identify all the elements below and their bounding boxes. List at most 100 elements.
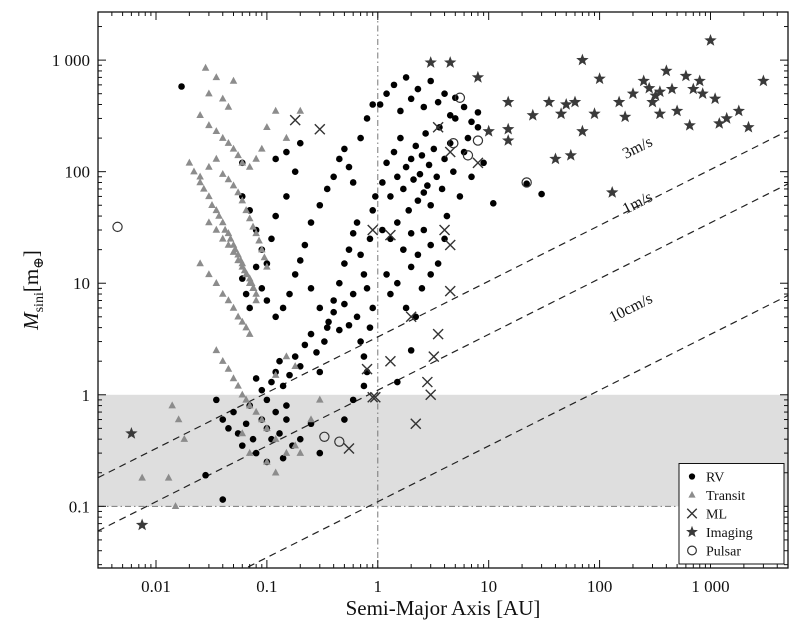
transit-point-107 [238,429,247,437]
rv-point-74 [353,313,361,321]
transit-point-109 [263,457,271,465]
rv-point-147 [427,77,434,85]
rv-point-107 [390,148,398,156]
rv-point-138 [480,159,487,167]
rv-point-65 [313,349,320,356]
transit-point-6 [196,111,204,119]
ml-point-18 [367,391,379,403]
imaging-point-37 [696,87,709,99]
rv-point-47 [360,271,368,278]
transit-point-13 [238,158,247,166]
ml-point-14 [444,146,456,158]
rv-point-45 [353,219,361,226]
pulsar-point-4 [448,137,459,149]
imaging-point-27 [649,89,662,101]
rv-point-157 [394,219,401,226]
rv-point-126 [436,123,443,131]
rv-point-117 [416,170,424,178]
legend-marker-imaging [686,525,698,537]
rv-point-86 [242,420,250,428]
x-tick-label-1: 0.1 [256,577,277,596]
legend: RV Transit ML Imaging Pulsar [678,463,785,565]
rv-point-68 [325,318,332,326]
rv-point-95 [283,416,290,423]
rv-point-61 [291,353,299,360]
rv-point-35 [296,257,304,264]
y-axis-label-subscript: sini [32,292,47,312]
rv-point-166 [394,279,401,287]
imaging-point-29 [653,85,667,98]
imaging-point-22 [619,110,632,123]
transit-point-77 [234,312,242,320]
transit-point-55 [252,229,260,237]
imaging-point-2 [424,56,437,68]
x-tick-label-5: 1 000 [691,577,729,596]
y-axis-label: Msini[m⊕] [19,250,47,331]
sensitivity-line-label-2: 10cm/s [606,290,655,326]
rv-point-114 [410,176,417,183]
rv-point-179 [538,190,545,198]
transit-point-9 [218,133,227,141]
rv-point-16 [323,185,331,193]
rv-point-39 [323,324,331,331]
transit-point-93 [282,448,291,456]
transit-point-31 [224,229,233,237]
transit-point-54 [249,222,257,230]
imaging-point-36 [693,74,706,87]
rv-point-12 [272,155,279,163]
transit-point-74 [218,289,227,297]
y-axis-label-unit-open: [m [19,269,43,292]
ml-point-13 [439,224,451,236]
imaging-point-19 [593,72,606,85]
transit-point-83 [224,364,233,372]
sensitivity-line-2 [244,294,788,568]
transit-point-71 [196,259,204,267]
legend-label-ml: ML [706,508,727,523]
pulsar-point-2 [334,436,345,447]
imaging-point-40 [720,111,733,124]
rv-point-48 [363,285,371,292]
rv-point-23 [363,115,371,122]
transit-point-0 [201,63,210,71]
rv-point-120 [422,130,429,137]
transit-point-63 [224,240,233,248]
rv-point-17 [330,173,337,181]
transit-point-3 [205,89,213,97]
transit-point-21 [185,158,194,166]
transit-point-66 [238,262,247,270]
transit-point-7 [205,121,213,129]
imaging-point-44 [713,117,726,129]
rv-point-49 [366,235,374,243]
rv-point-28 [252,263,260,271]
transit-point-92 [271,434,280,442]
transit-point-1 [212,73,221,81]
transit-point-70 [252,296,260,304]
transit-point-76 [229,303,238,311]
transit-point-4 [218,94,227,102]
transit-point-53 [245,214,254,222]
transit-point-59 [263,262,271,270]
y-axis-label-unit-close: ] [19,250,43,257]
rv-point-52 [252,375,260,382]
transit-point-94 [291,441,299,449]
rv-point-81 [219,416,227,423]
rv-point-113 [407,155,415,163]
rv-point-79 [369,304,377,312]
transit-point-97 [316,395,324,403]
transit-point-91 [263,424,271,432]
rv-point-118 [418,152,426,159]
rv-point-31 [272,313,279,321]
rv-point-21 [349,179,357,186]
transit-point-17 [271,106,280,114]
rv-point-109 [397,134,404,142]
rv-point-13 [283,148,290,156]
rv-point-36 [301,241,309,249]
rv-point-165 [383,271,390,278]
rv-point-163 [434,260,442,267]
rv-point-128 [441,155,448,163]
transit-point-64 [229,247,238,255]
transit-point-100 [291,362,299,370]
rv-point-62 [296,363,304,370]
rv-point-115 [412,142,420,150]
transit-point-108 [245,448,254,456]
